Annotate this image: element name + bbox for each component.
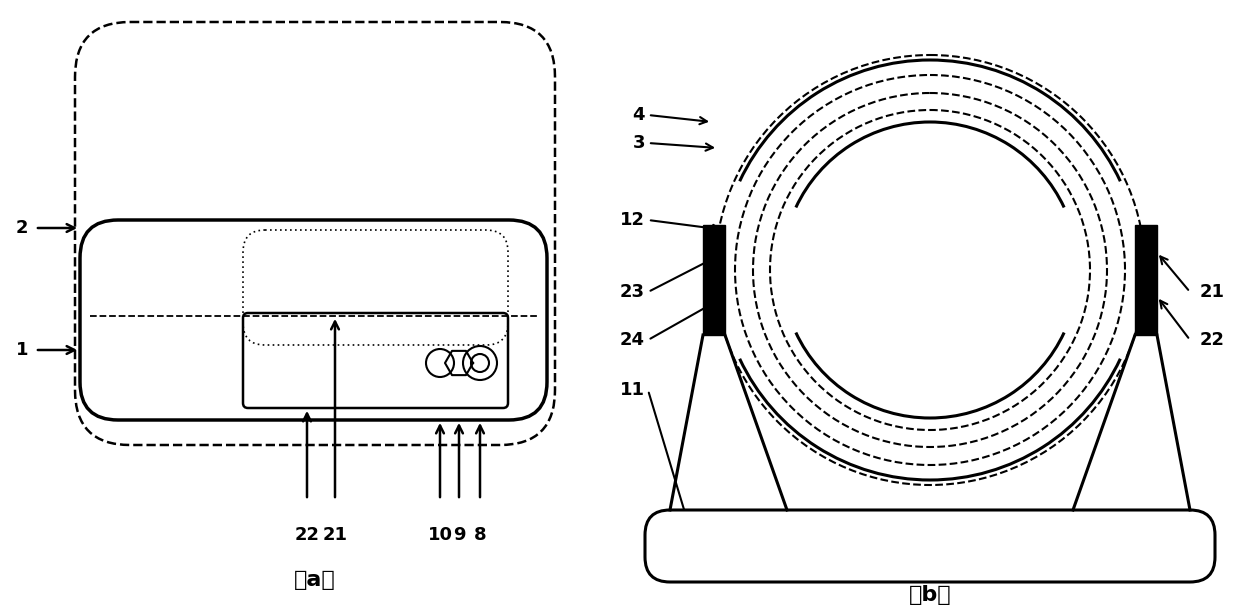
Text: 24: 24 xyxy=(620,331,645,349)
Text: 9: 9 xyxy=(453,526,465,544)
Text: 3: 3 xyxy=(632,134,645,152)
Text: 23: 23 xyxy=(620,283,645,301)
Text: 11: 11 xyxy=(620,381,645,399)
Text: （b）: （b） xyxy=(909,585,951,605)
Text: （a）: （a） xyxy=(294,570,336,590)
Text: 7: 7 xyxy=(889,551,901,569)
FancyBboxPatch shape xyxy=(645,510,1215,582)
Text: 8: 8 xyxy=(474,526,486,544)
Text: 21: 21 xyxy=(322,526,347,544)
Text: 4: 4 xyxy=(632,106,645,124)
Bar xyxy=(1135,225,1157,335)
Text: 6: 6 xyxy=(914,551,926,569)
Text: 10: 10 xyxy=(428,526,453,544)
Text: 2: 2 xyxy=(15,219,29,237)
Bar xyxy=(703,225,725,335)
Text: 12: 12 xyxy=(620,211,645,229)
Text: 22: 22 xyxy=(1200,331,1225,349)
Text: 21: 21 xyxy=(1200,283,1225,301)
Text: 22: 22 xyxy=(295,526,320,544)
Text: 1: 1 xyxy=(15,341,29,359)
Text: 5: 5 xyxy=(944,551,956,569)
